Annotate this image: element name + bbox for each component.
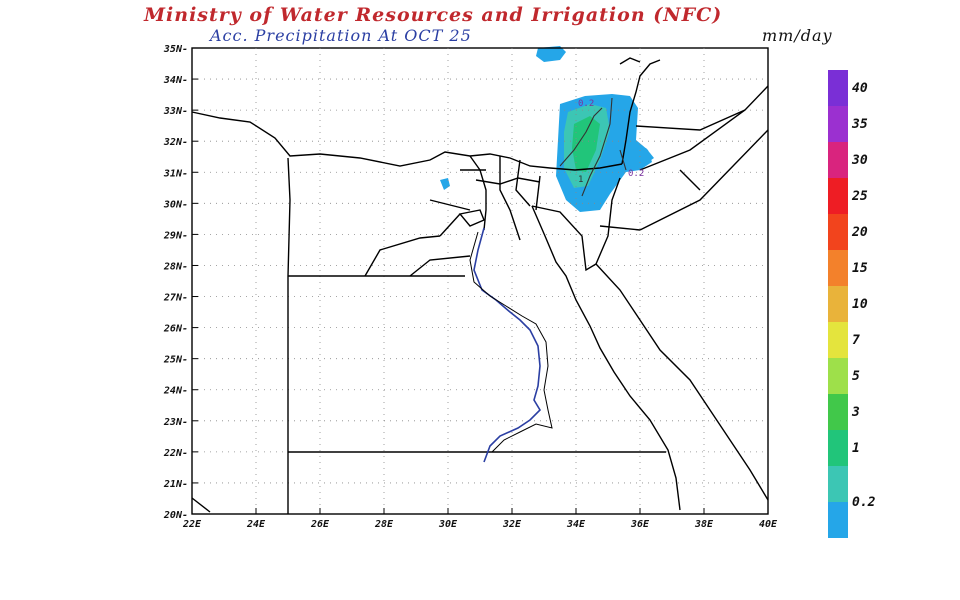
colorbar-segment (828, 214, 848, 250)
precip-area-core (572, 116, 600, 172)
colorbar-label: 5 (852, 369, 860, 384)
chart-title: Ministry of Water Resources and Irrigati… (144, 4, 723, 26)
lon-tick-label: 24E (246, 519, 266, 530)
lat-tick-label: 32N- (163, 137, 188, 148)
lat-tick-label: 31N- (163, 168, 188, 179)
colorbar-segment (828, 70, 848, 106)
map-frame (191, 47, 769, 515)
lon-tick-label: 34E (566, 519, 586, 530)
colorbar-label: 40 (852, 81, 868, 96)
colorbar-segment (828, 502, 848, 538)
lat-tick-label: 28N- (163, 261, 188, 272)
colorbar: 40 35 30 25 20 15 10 7 5 3 1 0.2 (828, 70, 876, 538)
nile-valley-borders (469, 231, 553, 453)
contour-label-2: 1 (578, 175, 583, 185)
colorbar-label: 7 (852, 333, 860, 348)
precip-area-east (624, 148, 654, 168)
lat-tick-label: 22N- (163, 448, 188, 459)
lat-tick-label: 23N- (163, 417, 188, 428)
colorbar-label: 20 (851, 225, 868, 240)
colorbar-segment (828, 178, 848, 214)
colorbar-label: 15 (852, 261, 868, 276)
colorbar-label: 25 (851, 189, 868, 204)
lat-tick-label: 21N- (163, 479, 188, 490)
colorbar-segment (828, 322, 848, 358)
lat-tick-label: 20N- (163, 510, 188, 521)
lon-tick-label: 32E (502, 519, 522, 530)
lat-tick-label: 25N- (163, 355, 188, 366)
lon-tick-label: 38E (694, 519, 714, 530)
colorbar-segment (828, 394, 848, 430)
precipitation-shading (440, 46, 654, 212)
lon-tick-label: 30E (438, 519, 458, 530)
lat-tick-label: 35N- (163, 44, 188, 55)
colorbar-segment (828, 142, 848, 178)
nile-river (473, 227, 542, 463)
lat-tick-label: 26N- (163, 324, 188, 335)
lon-tick-label: 26E (310, 519, 330, 530)
colorbar-label: 0.2 (852, 495, 876, 510)
contour-label-1: 0.2 (578, 99, 594, 109)
units-label: mm/day (762, 26, 833, 45)
precip-area-west (440, 178, 450, 190)
longitude-axis: 22E 24E 26E 28E 30E 32E 34E 36E 38E 40E (182, 508, 778, 530)
colorbar-segment (828, 358, 848, 394)
lat-tick-label: 30N- (163, 199, 188, 210)
colorbar-segment (828, 430, 848, 466)
lat-tick-label: 33N- (163, 106, 188, 117)
lat-tick-label: 27N- (163, 293, 188, 304)
lon-tick-label: 40E (759, 519, 778, 530)
colorbar-segment (828, 250, 848, 286)
contour-lines (559, 97, 627, 197)
colorbar-label: 35 (851, 117, 868, 132)
coastlines-borders (191, 57, 769, 514)
lat-tick-label: 34N- (163, 75, 188, 86)
latitude-axis: 35N- 34N- 33N- 32N- 31N- 30N- 29N- 28N- 27N- 26N-… (163, 44, 198, 521)
colorbar-segment (828, 106, 848, 142)
lon-tick-label: 36E (630, 519, 650, 530)
lon-tick-label: 22E (182, 519, 202, 530)
colorbar-label: 1 (852, 441, 860, 456)
colorbar-label: 10 (852, 297, 868, 312)
lat-tick-label: 24N- (163, 386, 188, 397)
colorbar-segment (828, 466, 848, 502)
colorbar-segment (828, 286, 848, 322)
chart-subtitle: Acc. Precipitation At OCT 25 (210, 26, 472, 45)
lat-tick-label: 29N- (163, 230, 188, 241)
colorbar-label: 30 (851, 153, 868, 168)
lon-tick-label: 28E (374, 519, 394, 530)
precip-area-north (536, 46, 566, 62)
contour-value-labels: 0.2 1 0.2 (578, 99, 644, 185)
grid-lines (192, 48, 768, 514)
colorbar-label: 3 (851, 405, 860, 420)
contour-label-3: 0.2 (628, 169, 644, 179)
